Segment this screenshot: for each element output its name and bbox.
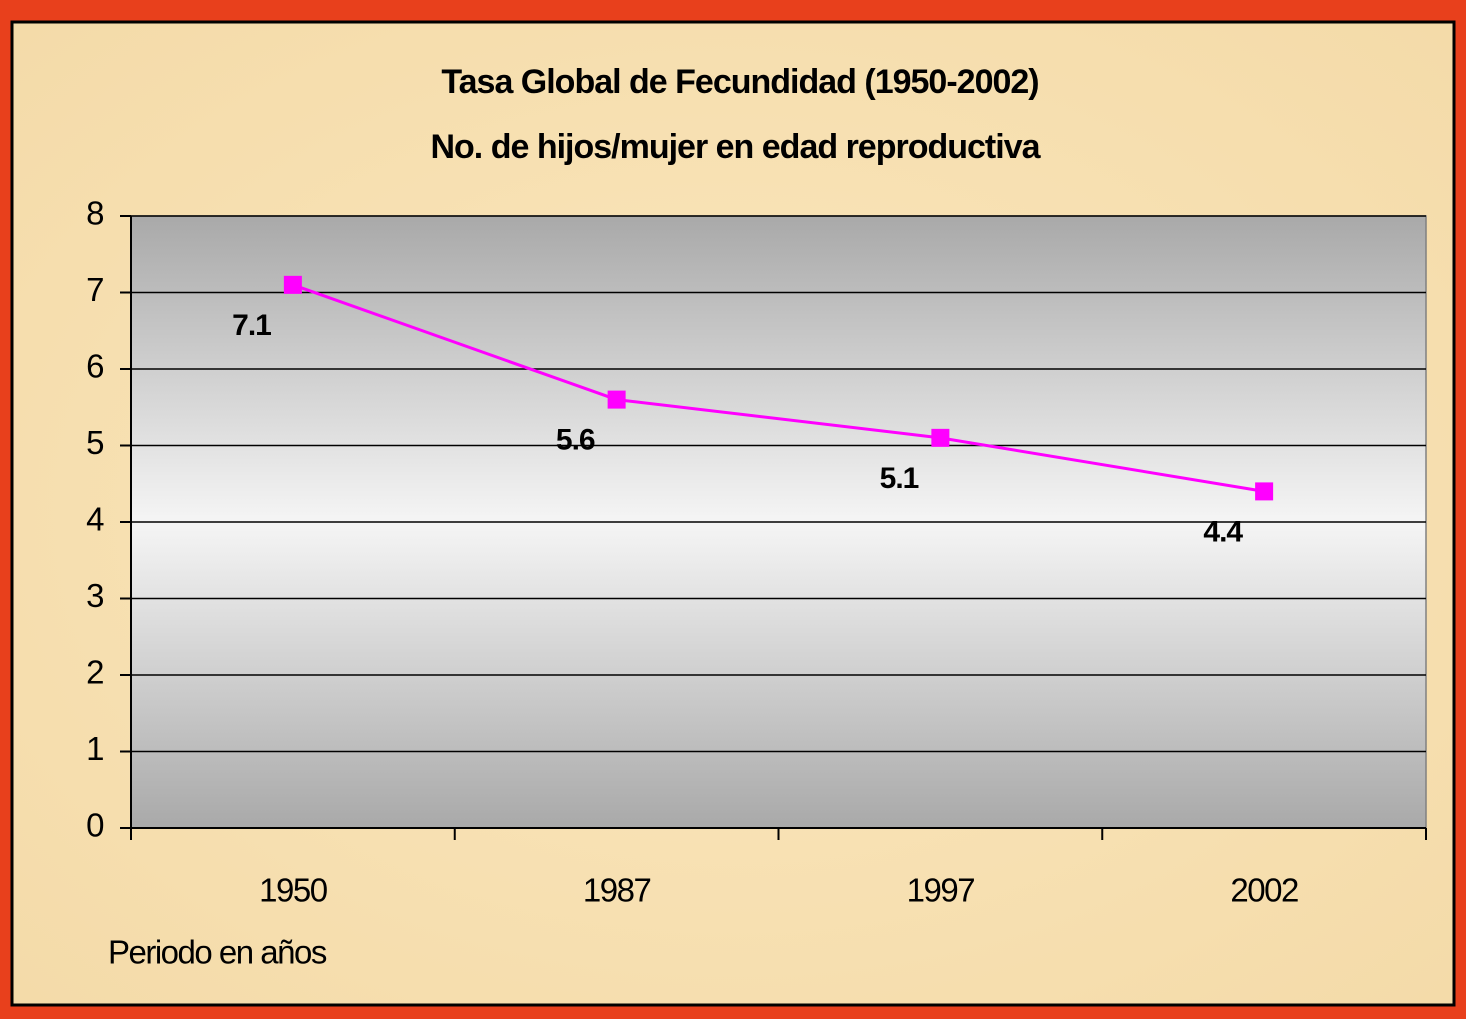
data-point — [1255, 482, 1274, 501]
x-tick-label: 2002 — [1230, 872, 1298, 909]
data-point — [931, 428, 950, 447]
chart-title: Tasa Global de Fecundidad (1950-2002) — [441, 63, 1038, 101]
series-line — [292, 283, 1265, 493]
y-tick-label: 5 — [86, 424, 103, 461]
chart-subtitle: No. de hijos/mujer en edad reproductiva — [430, 128, 1041, 166]
y-tick-label: 2 — [86, 654, 103, 691]
x-tick-label: 1950 — [259, 872, 328, 909]
x-tick-label: 1997 — [907, 872, 975, 909]
y-tick-label: 8 — [86, 195, 103, 232]
y-tick-label: 1 — [86, 730, 103, 767]
y-tick-label: 0 — [86, 807, 104, 844]
data-point — [283, 275, 302, 294]
data-label: 7.1 — [232, 309, 271, 342]
x-tick-label: 1987 — [583, 872, 651, 909]
y-tick-label: 7 — [86, 271, 103, 308]
y-tick-label: 3 — [86, 577, 103, 614]
y-tick-label: 4 — [86, 501, 104, 538]
data-label: 4.4 — [1203, 515, 1243, 548]
data-point — [607, 390, 626, 409]
x-axis-label: Periodo en años — [108, 934, 327, 971]
y-tick-label: 6 — [86, 348, 103, 385]
data-label: 5.6 — [556, 424, 595, 457]
data-label: 5.1 — [880, 462, 919, 495]
